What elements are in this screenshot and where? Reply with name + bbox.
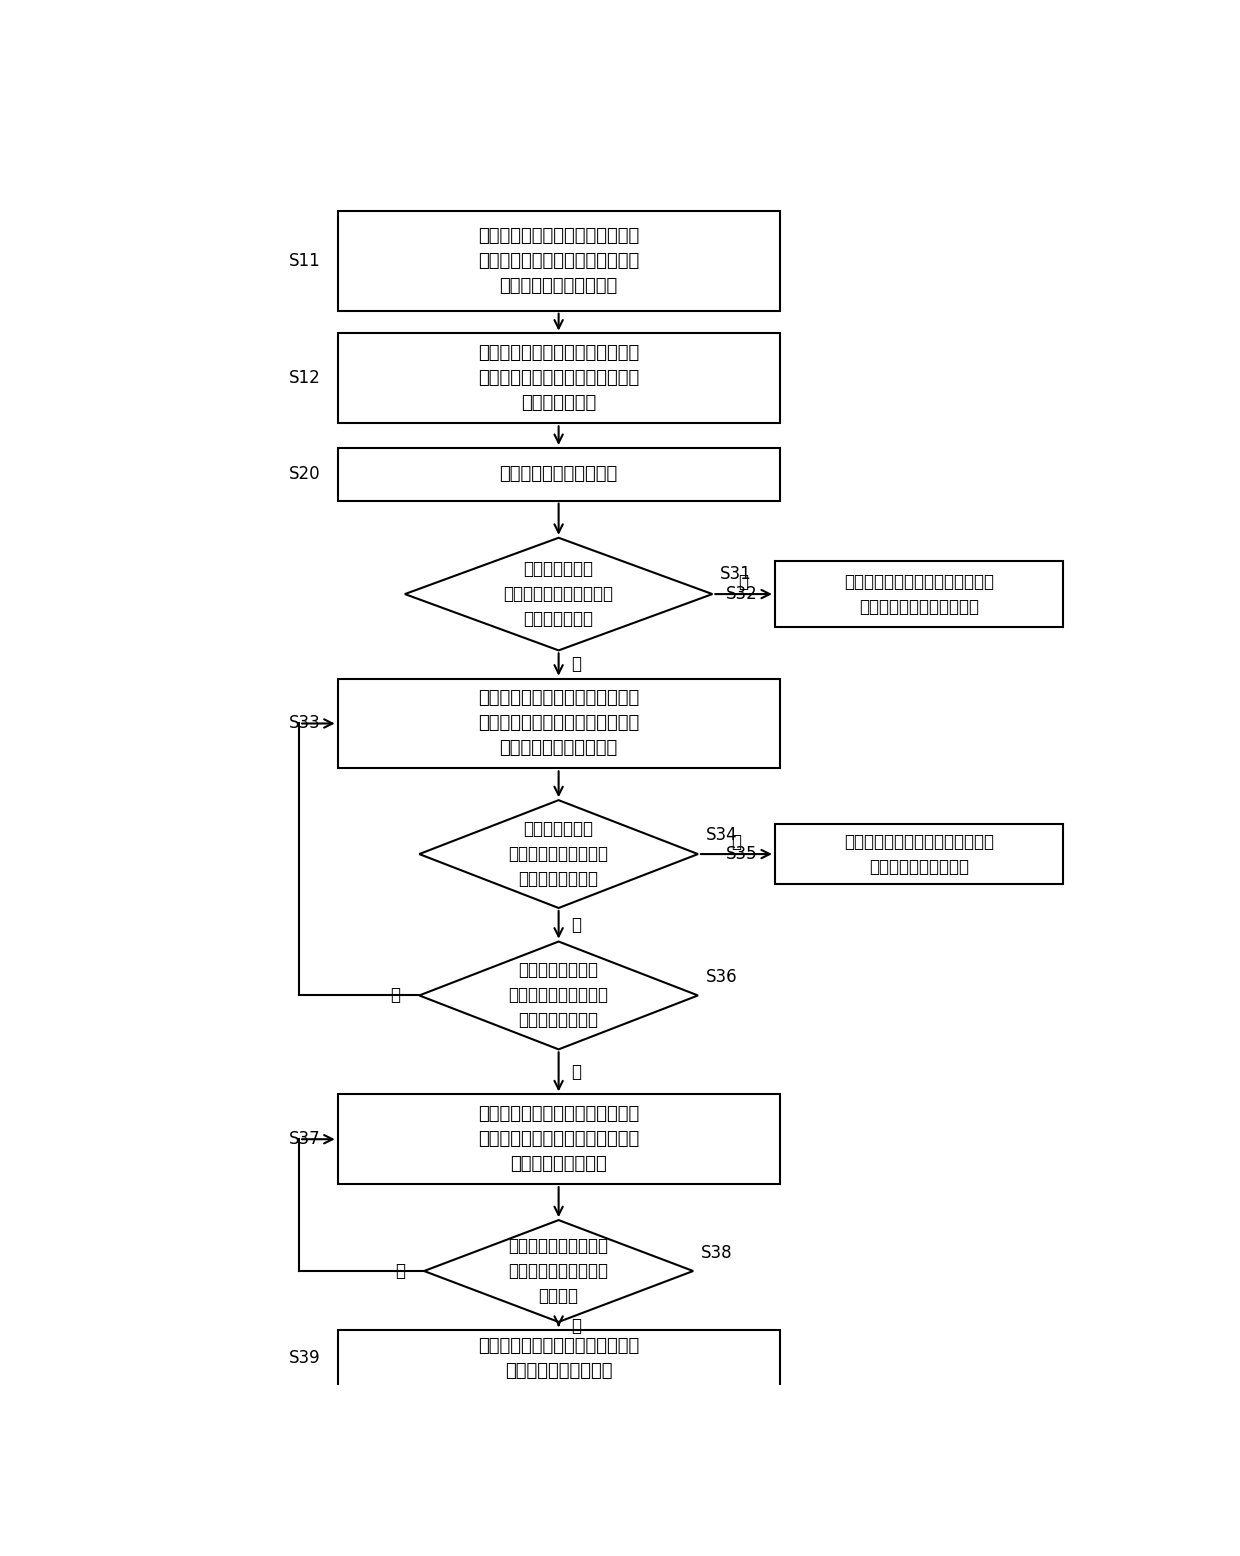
Polygon shape xyxy=(404,538,712,650)
Text: 减小所述机械转速，并计算最大预
设弱磁深度系数及当前机械转速条
件下的第二参考电压: 减小所述机械转速，并计算最大预 设弱磁深度系数及当前机械转速条 件下的第二参考电… xyxy=(477,1105,640,1173)
Text: 是: 是 xyxy=(739,573,749,591)
Bar xyxy=(337,448,780,501)
Text: S32: S32 xyxy=(725,585,758,604)
Text: S34: S34 xyxy=(706,826,738,845)
Polygon shape xyxy=(424,1220,693,1323)
Bar xyxy=(337,1330,780,1388)
Text: S38: S38 xyxy=(701,1245,733,1262)
Text: 是: 是 xyxy=(391,987,401,1005)
Text: S36: S36 xyxy=(706,968,738,985)
Text: S31: S31 xyxy=(720,565,751,584)
Text: 控制压缩机以最大预设弱磁深度系
数及当前机械转速运行: 控制压缩机以最大预设弱磁深度系 数及当前机械转速运行 xyxy=(477,1337,640,1380)
Bar xyxy=(337,1094,780,1184)
Text: 是: 是 xyxy=(732,832,742,851)
Text: 当前弱磁深度系数
是否小于或者等于最大
预设弱磁深度系数: 当前弱磁深度系数 是否小于或者等于最大 预设弱磁深度系数 xyxy=(508,962,609,1030)
Bar xyxy=(337,333,780,423)
Text: 控制压缩机以所述预设弱磁深度系
数及所述预设机械转速运行: 控制压缩机以所述预设弱磁深度系 数及所述预设机械转速运行 xyxy=(844,573,994,616)
Text: 所述第一参考电
压是否小于或者等于当
前的直流母线电压: 所述第一参考电 压是否小于或者等于当 前的直流母线电压 xyxy=(508,820,609,888)
Text: 所述预设参考电
压是否小于或者等于当前
的直流母线电压: 所述预设参考电 压是否小于或者等于当前 的直流母线电压 xyxy=(503,560,614,629)
Bar xyxy=(337,678,780,769)
Text: 根据所述映射关系计算所述预设弱
磁深度及所述预设机械转速条件下
的预设参考电压: 根据所述映射关系计算所述预设弱 磁深度及所述预设机械转速条件下 的预设参考电压 xyxy=(477,344,640,412)
Text: 获取当前的直流母线电压: 获取当前的直流母线电压 xyxy=(500,465,618,484)
Polygon shape xyxy=(419,800,698,909)
Text: 否: 否 xyxy=(570,916,580,934)
Text: 增大所述弱磁深度系数，并计算当
前弱磁深度系数及所述预设机械转
速条件下的第一参考电压: 增大所述弱磁深度系数，并计算当 前弱磁深度系数及所述预设机械转 速条件下的第一参… xyxy=(477,689,640,758)
Text: S39: S39 xyxy=(289,1349,320,1368)
Text: 控制压缩机以当前弱磁深度系数及
所述预设机械转速运行: 控制压缩机以当前弱磁深度系数及 所述预设机械转速运行 xyxy=(844,832,994,876)
Bar xyxy=(337,212,780,311)
Text: S20: S20 xyxy=(289,465,320,484)
Text: 是: 是 xyxy=(570,1316,580,1335)
Text: 所述第二参考电压是否
小于或者等于当前直流
母线电压: 所述第二参考电压是否 小于或者等于当前直流 母线电压 xyxy=(508,1237,609,1305)
Text: S11: S11 xyxy=(289,252,320,271)
Text: 定义参考电压，并建立所述参考电
压与压缩机弱磁深度系数及压缩机
机械转速之间的映射关系: 定义参考电压，并建立所述参考电 压与压缩机弱磁深度系数及压缩机 机械转速之间的映… xyxy=(477,227,640,296)
Text: S37: S37 xyxy=(289,1130,320,1148)
Text: 否: 否 xyxy=(570,655,580,674)
Bar xyxy=(775,562,1063,627)
Bar xyxy=(775,825,1063,884)
Polygon shape xyxy=(419,941,698,1049)
Text: 否: 否 xyxy=(396,1262,405,1281)
Text: S35: S35 xyxy=(725,845,758,864)
Text: 否: 否 xyxy=(570,1063,580,1081)
Text: S12: S12 xyxy=(289,369,320,387)
Text: S33: S33 xyxy=(289,714,320,733)
